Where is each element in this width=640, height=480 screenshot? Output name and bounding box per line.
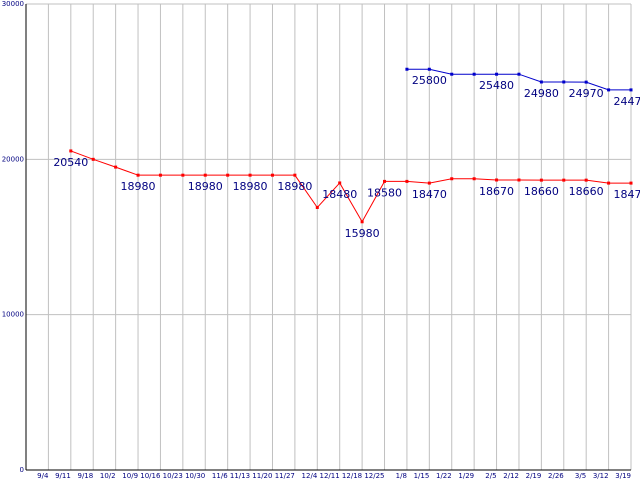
series-point-1 [495,72,499,76]
series-point-0 [383,179,387,183]
y-tick-label: 10000 [2,311,24,319]
data-label: 18480 [322,188,357,201]
series-point-0 [338,181,342,185]
data-label: 18670 [479,185,514,198]
series-point-0 [629,181,633,185]
y-tick-labels: 0 10000 20000 30000 [2,0,24,474]
series-point-1 [562,80,566,84]
x-tick-label: 3/5 [575,472,586,480]
x-tick-label: 9/18 [77,472,93,480]
series-point-0 [226,173,230,177]
x-tick-label: 9/11 [55,472,71,480]
series-point-0 [114,165,118,169]
y-tick-label: 0 [20,466,24,474]
data-labels: 20540 18980 18980 18980 18980 18480 15980 18580… [53,74,640,240]
data-label: 15980 [345,227,380,240]
x-tick-label: 10/2 [100,472,116,480]
series-point-0 [539,178,543,182]
series-point-0 [203,173,207,177]
series-point-0 [472,177,476,181]
data-label: 24470 [614,95,640,108]
series-point-1 [517,72,521,76]
data-label: 24970 [569,87,604,100]
x-tick-label: 12/4 [302,472,318,480]
x-tick-label: 11/20 [252,472,272,480]
x-tick-label: 9/4 [37,472,49,480]
data-label: 25800 [412,74,447,87]
data-label: 24980 [524,87,559,100]
x-tick-label: 10/16 [140,472,161,480]
x-tick-label: 12/25 [364,472,384,480]
series-point-0 [69,149,73,153]
series-point-1 [450,72,454,76]
data-label: 18470 [614,188,640,201]
data-label: 18470 [412,188,447,201]
data-label: 18980 [233,180,268,193]
x-tick-label: 2/26 [548,472,564,480]
series-group [69,67,633,224]
data-label: 18980 [188,180,223,193]
x-tick-label: 1/15 [414,472,430,480]
series-point-0 [405,179,409,183]
series-point-0 [293,173,297,177]
series-point-1 [584,80,588,84]
series-point-0 [91,157,95,161]
data-label: 18660 [524,185,559,198]
data-label: 25480 [479,79,514,92]
x-tick-labels: 9/4 9/11 9/18 10/2 10/9 10/16 10/23 10/30 11/6 11… [37,472,631,480]
series-point-0 [360,220,364,224]
x-tick-label: 2/5 [485,472,496,480]
x-tick-label: 2/12 [503,472,519,480]
x-tick-label: 2/19 [526,472,542,480]
series-point-0 [136,173,140,177]
series-point-0 [495,178,499,182]
series-point-1 [629,88,633,92]
data-label: 18980 [277,180,312,193]
series-point-1 [607,88,611,92]
axes [25,4,631,471]
x-tick-label: 11/27 [275,472,295,480]
data-label: 18660 [569,185,604,198]
series-point-0 [181,173,185,177]
series-point-1 [472,72,476,76]
x-tick-label: 10/9 [122,472,138,480]
x-tick-label: 10/30 [185,472,205,480]
data-label: 18980 [121,180,156,193]
data-label: 20540 [53,156,88,169]
series-point-0 [450,177,454,181]
series-point-0 [427,181,431,185]
x-tick-label: 10/23 [163,472,183,480]
series-point-1 [427,67,431,71]
x-tick-label: 11/13 [230,472,250,480]
series-point-1 [405,67,409,71]
series-point-0 [158,173,162,177]
x-tick-label: 12/11 [320,472,340,480]
series-point-0 [248,173,252,177]
x-tick-label: 1/22 [436,472,452,480]
x-tick-label: 1/8 [396,472,407,480]
series-point-1 [539,80,543,84]
x-tick-label: 1/29 [458,472,474,480]
series-point-0 [607,181,611,185]
y-tick-label: 20000 [2,155,24,163]
series-point-0 [562,178,566,182]
series-line-0 [70,150,631,223]
data-label: 18580 [367,186,402,199]
x-tick-label: 12/18 [342,472,362,480]
series-point-0 [517,178,521,182]
x-tick-label: 3/12 [593,472,609,480]
series-point-0 [584,178,588,182]
series-point-0 [270,173,274,177]
y-tick-label: 30000 [2,0,24,8]
x-tick-label: 3/19 [615,472,631,480]
x-tick-label: 11/6 [212,472,228,480]
grid-lines [26,3,632,471]
series-point-0 [315,205,319,209]
